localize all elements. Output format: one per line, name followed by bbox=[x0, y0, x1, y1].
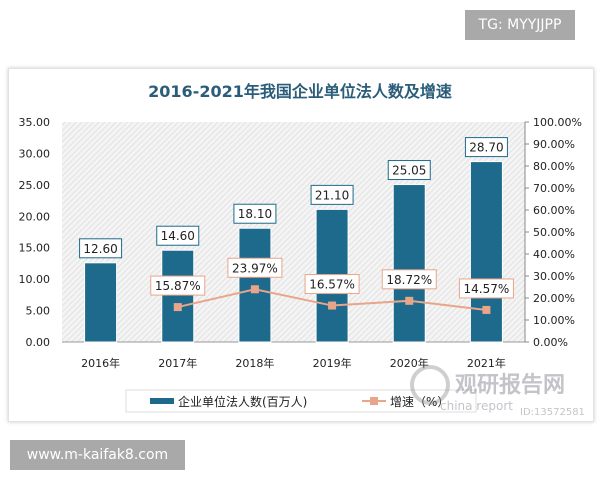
x-tick-label: 2019年 bbox=[313, 356, 352, 370]
line-label-box bbox=[150, 275, 206, 296]
right-tick-label: 100.00% bbox=[533, 116, 582, 129]
logo-watermark: 观研报告网 china report ID:13572581 bbox=[410, 365, 585, 418]
x-tick-label: 2016年 bbox=[81, 356, 120, 370]
x-tick-label: 2020年 bbox=[390, 356, 429, 370]
bar-data-label: 14.60 bbox=[161, 229, 195, 243]
left-tick-label: 5.00 bbox=[26, 305, 51, 318]
bar-data-label: 21.10 bbox=[315, 188, 349, 202]
bar-label-box bbox=[310, 184, 354, 205]
left-tick-label: 15.00 bbox=[19, 242, 51, 255]
line-point bbox=[173, 303, 182, 312]
line-data-label: 23.97% bbox=[232, 261, 278, 275]
bar-label-box bbox=[387, 160, 431, 181]
bar-label-box bbox=[156, 225, 200, 246]
left-tick-label: 25.00 bbox=[19, 179, 51, 192]
bar-label-box bbox=[233, 203, 277, 224]
line-label-box bbox=[458, 278, 514, 299]
bar-label-box bbox=[464, 137, 508, 158]
bar bbox=[469, 161, 503, 343]
plot-area bbox=[62, 122, 525, 342]
right-tick-label: 10.00% bbox=[533, 314, 575, 327]
line-point bbox=[405, 296, 414, 305]
left-tick-label: 10.00 bbox=[19, 273, 51, 286]
legend-line-swatch bbox=[370, 397, 378, 405]
chart-title: 2016-2021年我国企业单位法人数及增速 bbox=[148, 82, 452, 101]
left-tick-label: 20.00 bbox=[19, 210, 51, 223]
line-label-box bbox=[381, 269, 437, 290]
bar-label-box bbox=[79, 238, 123, 259]
line-point bbox=[250, 285, 259, 294]
right-tick-label: 50.00% bbox=[533, 226, 575, 239]
bar bbox=[84, 262, 118, 343]
svg-text:观研报告网: 观研报告网 bbox=[455, 373, 565, 398]
left-tick-label: 35.00 bbox=[19, 116, 51, 129]
watermark-url: www.m-kaifak8.com bbox=[10, 440, 185, 470]
right-tick-label: 90.00% bbox=[533, 138, 575, 151]
right-tick-label: 80.00% bbox=[533, 160, 575, 173]
x-tick-label: 2018年 bbox=[235, 356, 274, 370]
line-point bbox=[328, 301, 337, 310]
left-tick-label: 0.00 bbox=[26, 336, 51, 349]
line-data-label: 16.57% bbox=[309, 278, 355, 292]
line-point bbox=[482, 305, 491, 314]
line-data-label: 15.87% bbox=[155, 279, 201, 293]
right-tick-label: 20.00% bbox=[533, 292, 575, 305]
line-data-label: 14.57% bbox=[464, 282, 510, 296]
svg-text:china report: china report bbox=[440, 399, 513, 413]
left-tick-label: 30.00 bbox=[19, 147, 51, 160]
bar bbox=[392, 184, 426, 343]
x-tick-label: 2021年 bbox=[467, 356, 506, 370]
right-tick-label: 0.00% bbox=[533, 336, 568, 349]
line-data-label: 18.72% bbox=[386, 273, 432, 287]
bar bbox=[238, 227, 272, 343]
bar-data-label: 28.70 bbox=[469, 141, 503, 155]
bar-data-label: 18.10 bbox=[238, 207, 272, 221]
svg-text:ID:13572581: ID:13572581 bbox=[520, 407, 585, 418]
x-tick-label: 2017年 bbox=[158, 356, 197, 370]
legend-line-label: 增速（%） bbox=[390, 395, 449, 409]
legend-bar-swatch bbox=[150, 398, 174, 404]
right-tick-label: 60.00% bbox=[533, 204, 575, 217]
bar-data-label: 12.60 bbox=[83, 242, 117, 256]
right-tick-label: 40.00% bbox=[533, 248, 575, 261]
watermark-tg: TG: MYYJJPP bbox=[465, 10, 575, 40]
bar-data-label: 25.05 bbox=[392, 164, 426, 178]
legend: 企业单位法人数(百万人) 增速（%） bbox=[125, 389, 477, 413]
line-label-box bbox=[227, 257, 283, 278]
right-tick-label: 70.00% bbox=[533, 182, 575, 195]
line-label-box bbox=[304, 274, 360, 295]
bar bbox=[161, 249, 195, 343]
right-tick-label: 30.00% bbox=[533, 270, 575, 283]
legend-bar-label: 企业单位法人数(百万人) bbox=[178, 394, 307, 409]
